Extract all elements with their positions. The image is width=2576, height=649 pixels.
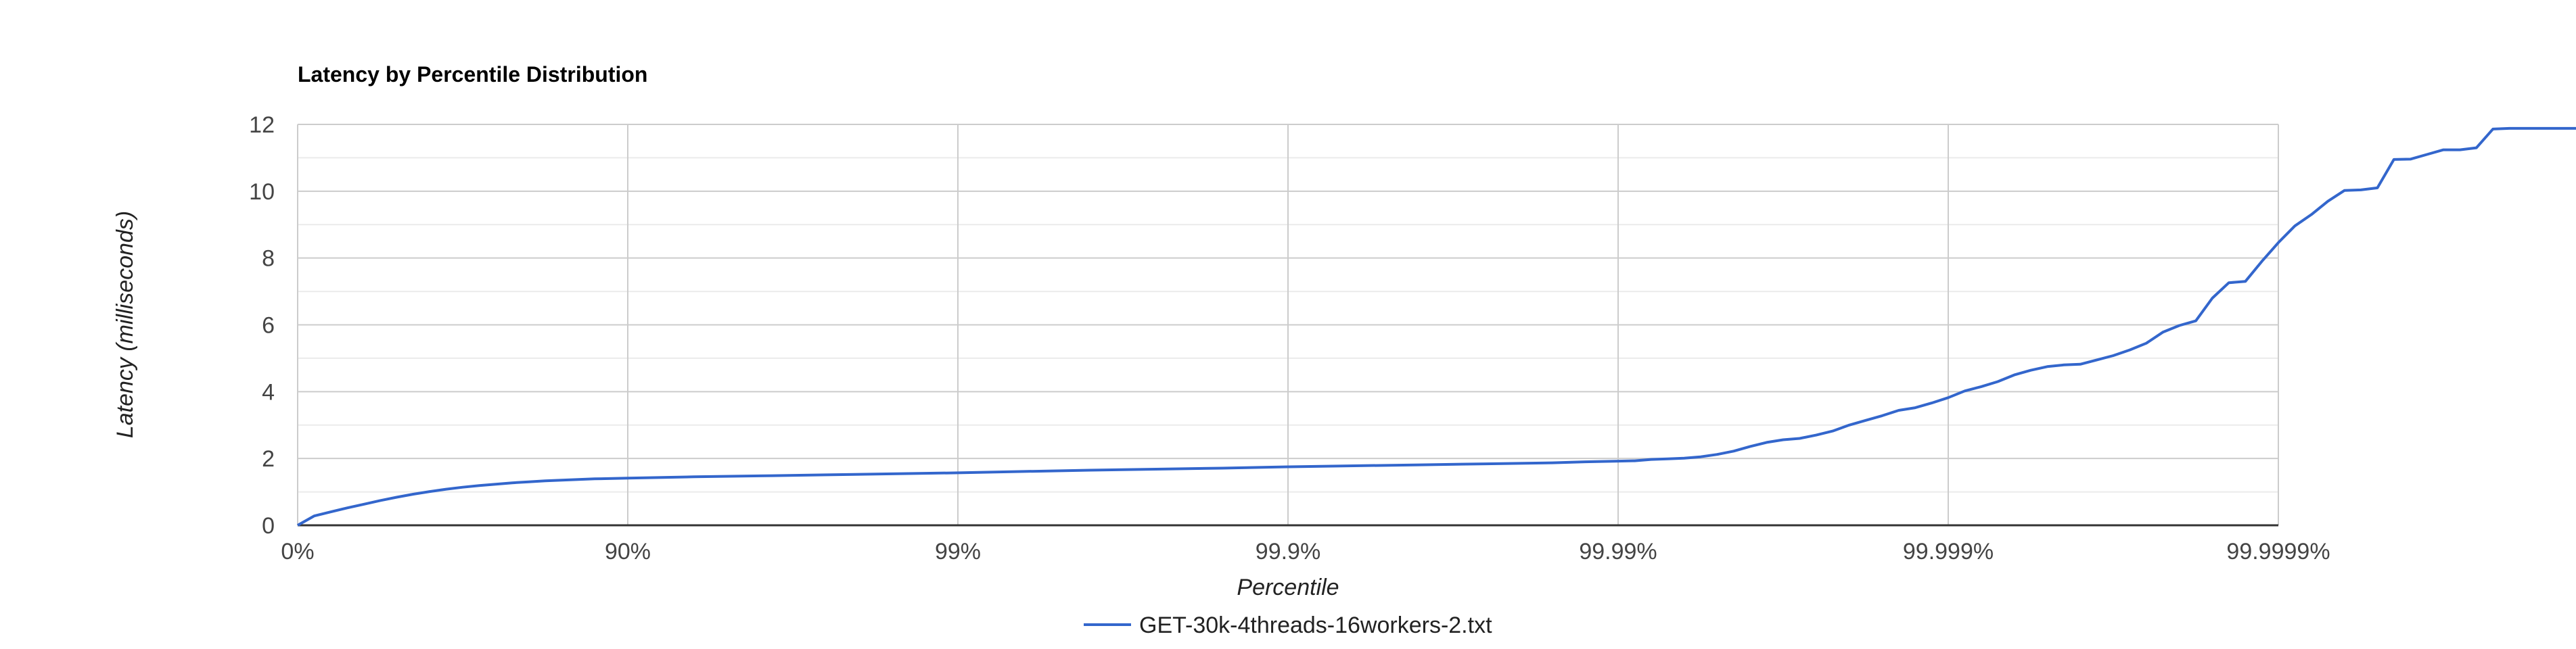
series-line <box>297 126 2576 527</box>
axes <box>297 124 2278 527</box>
y-tick-label: 0 <box>262 513 275 539</box>
x-tick-label: 99.999% <box>1903 539 1994 564</box>
y-tick-label: 10 <box>249 179 275 205</box>
y-tick-label: 6 <box>262 313 275 339</box>
chart-title: Latency by Percentile Distribution <box>298 62 647 87</box>
x-tick-label: 90% <box>605 539 651 564</box>
tick-labels: 0 2 4 6 8 10 12 0% 90% 99% 99.9% 99.99% 99.999% 99.99… <box>249 112 2330 564</box>
grid <box>298 124 2279 525</box>
y-axis-label: Latency (milliseconds) <box>112 211 138 438</box>
x-axis-label: Percentile <box>1237 575 1339 600</box>
series-layer <box>297 126 2576 527</box>
legend-label: GET-30k-4threads-16workers-2.txt <box>1139 612 1492 638</box>
x-tick-label: 99% <box>935 539 981 564</box>
y-tick-label: 8 <box>262 246 275 272</box>
x-tick-label: 99.9999% <box>2226 539 2330 564</box>
x-tick-label: 0% <box>281 539 314 564</box>
y-tick-label: 12 <box>249 112 275 138</box>
x-tick-label: 99.99% <box>1579 539 1657 564</box>
x-tick-label: 99.9% <box>1256 539 1320 564</box>
legend: GET-30k-4threads-16workers-2.txt <box>1084 612 1492 638</box>
y-tick-label: 4 <box>262 379 275 405</box>
y-tick-label: 2 <box>262 446 275 472</box>
